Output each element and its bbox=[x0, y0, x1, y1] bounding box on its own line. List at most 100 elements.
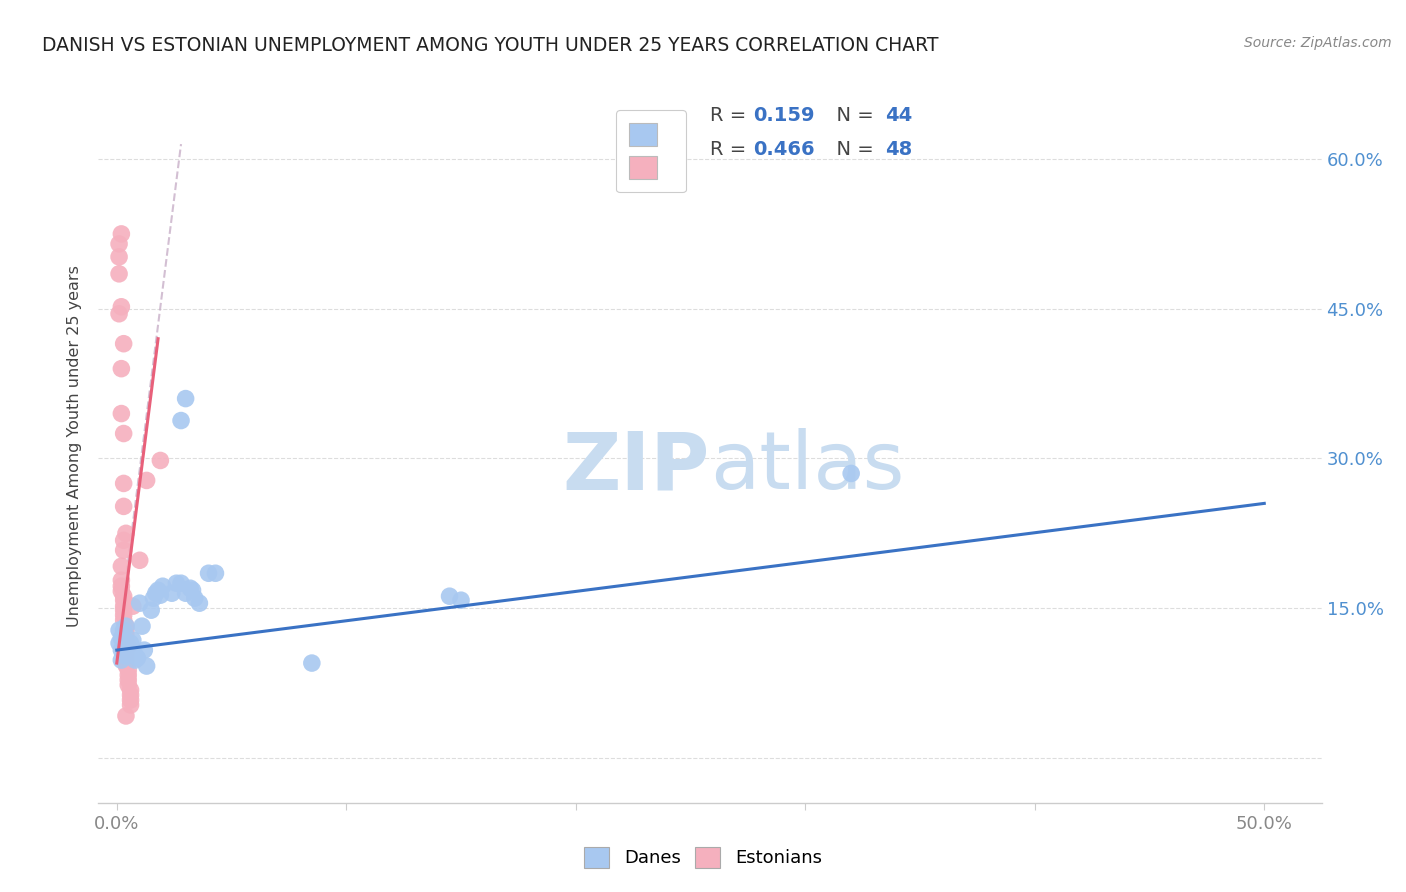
Point bbox=[108, 250, 131, 264]
Point bbox=[120, 643, 142, 657]
Point bbox=[112, 599, 135, 614]
Point bbox=[112, 613, 135, 627]
Legend: , : , bbox=[616, 110, 686, 193]
Text: ZIP: ZIP bbox=[562, 428, 710, 507]
Point bbox=[115, 628, 138, 642]
Point bbox=[117, 678, 139, 692]
Text: Source: ZipAtlas.com: Source: ZipAtlas.com bbox=[1244, 36, 1392, 50]
Point bbox=[110, 559, 132, 574]
Text: DANISH VS ESTONIAN UNEMPLOYMENT AMONG YOUTH UNDER 25 YEARS CORRELATION CHART: DANISH VS ESTONIAN UNEMPLOYMENT AMONG YO… bbox=[42, 36, 939, 54]
Point bbox=[115, 649, 138, 664]
Point bbox=[135, 474, 157, 488]
Point bbox=[115, 633, 138, 648]
Point bbox=[108, 236, 131, 251]
Text: 0.159: 0.159 bbox=[752, 106, 814, 125]
Point bbox=[134, 643, 156, 657]
Point bbox=[141, 603, 163, 617]
Point bbox=[149, 453, 172, 467]
Y-axis label: Unemployment Among Youth under 25 years: Unemployment Among Youth under 25 years bbox=[67, 265, 83, 627]
Point bbox=[204, 566, 226, 581]
Point bbox=[301, 656, 323, 670]
Point bbox=[115, 619, 138, 633]
Text: R =: R = bbox=[710, 106, 752, 125]
Point bbox=[135, 659, 157, 673]
Point bbox=[112, 476, 135, 491]
Legend: Danes, Estonians: Danes, Estonians bbox=[574, 836, 832, 879]
Point bbox=[112, 589, 135, 603]
Point bbox=[115, 648, 138, 662]
Point bbox=[112, 623, 135, 637]
Point bbox=[120, 688, 142, 702]
Point bbox=[115, 619, 138, 633]
Point bbox=[170, 413, 193, 427]
Point bbox=[115, 709, 138, 723]
Point bbox=[128, 553, 150, 567]
Point bbox=[112, 643, 135, 657]
Point bbox=[120, 693, 142, 707]
Point bbox=[174, 392, 197, 406]
Point bbox=[145, 586, 167, 600]
Point bbox=[181, 583, 204, 598]
Point bbox=[108, 636, 131, 650]
Point bbox=[112, 603, 135, 617]
Point bbox=[110, 631, 132, 645]
Point bbox=[110, 227, 132, 241]
Point bbox=[121, 599, 143, 614]
Point bbox=[117, 673, 139, 687]
Point bbox=[146, 583, 169, 598]
Point bbox=[117, 639, 139, 653]
Point bbox=[112, 593, 135, 607]
Text: R =: R = bbox=[710, 140, 752, 159]
Point bbox=[112, 533, 135, 548]
Point bbox=[121, 633, 143, 648]
Text: 48: 48 bbox=[884, 140, 912, 159]
Point bbox=[149, 588, 172, 602]
Point bbox=[120, 698, 142, 712]
Point bbox=[112, 608, 135, 623]
Point bbox=[450, 593, 472, 607]
Point bbox=[128, 596, 150, 610]
Point bbox=[120, 683, 142, 698]
Point bbox=[110, 407, 132, 421]
Point bbox=[120, 636, 142, 650]
Point bbox=[160, 586, 183, 600]
Point bbox=[115, 526, 138, 541]
Point bbox=[170, 576, 193, 591]
Point bbox=[115, 643, 138, 657]
Point bbox=[110, 573, 132, 587]
Point bbox=[110, 584, 132, 599]
Point bbox=[115, 638, 138, 652]
Point bbox=[165, 576, 187, 591]
Point bbox=[142, 591, 165, 606]
Point bbox=[115, 623, 138, 637]
Point bbox=[108, 623, 131, 637]
Text: atlas: atlas bbox=[710, 428, 904, 507]
Point bbox=[174, 586, 197, 600]
Point bbox=[117, 663, 139, 677]
Point bbox=[110, 361, 132, 376]
Point bbox=[152, 579, 174, 593]
Point bbox=[112, 631, 135, 645]
Point bbox=[117, 668, 139, 682]
Point bbox=[112, 636, 135, 650]
Point bbox=[108, 267, 131, 281]
Point bbox=[197, 566, 219, 581]
Point bbox=[112, 500, 135, 514]
Point bbox=[184, 591, 207, 606]
Point bbox=[112, 426, 135, 441]
Point bbox=[188, 596, 211, 610]
Point bbox=[110, 300, 132, 314]
Point bbox=[131, 619, 153, 633]
Point bbox=[127, 651, 149, 665]
Point bbox=[110, 579, 132, 593]
Point bbox=[117, 639, 139, 653]
Point bbox=[112, 543, 135, 558]
Text: 44: 44 bbox=[884, 106, 912, 125]
Text: N =: N = bbox=[824, 106, 880, 125]
Point bbox=[110, 643, 132, 657]
Point bbox=[115, 658, 138, 673]
Point bbox=[439, 589, 461, 603]
Point bbox=[124, 653, 146, 667]
Text: N =: N = bbox=[824, 140, 880, 159]
Point bbox=[839, 467, 862, 481]
